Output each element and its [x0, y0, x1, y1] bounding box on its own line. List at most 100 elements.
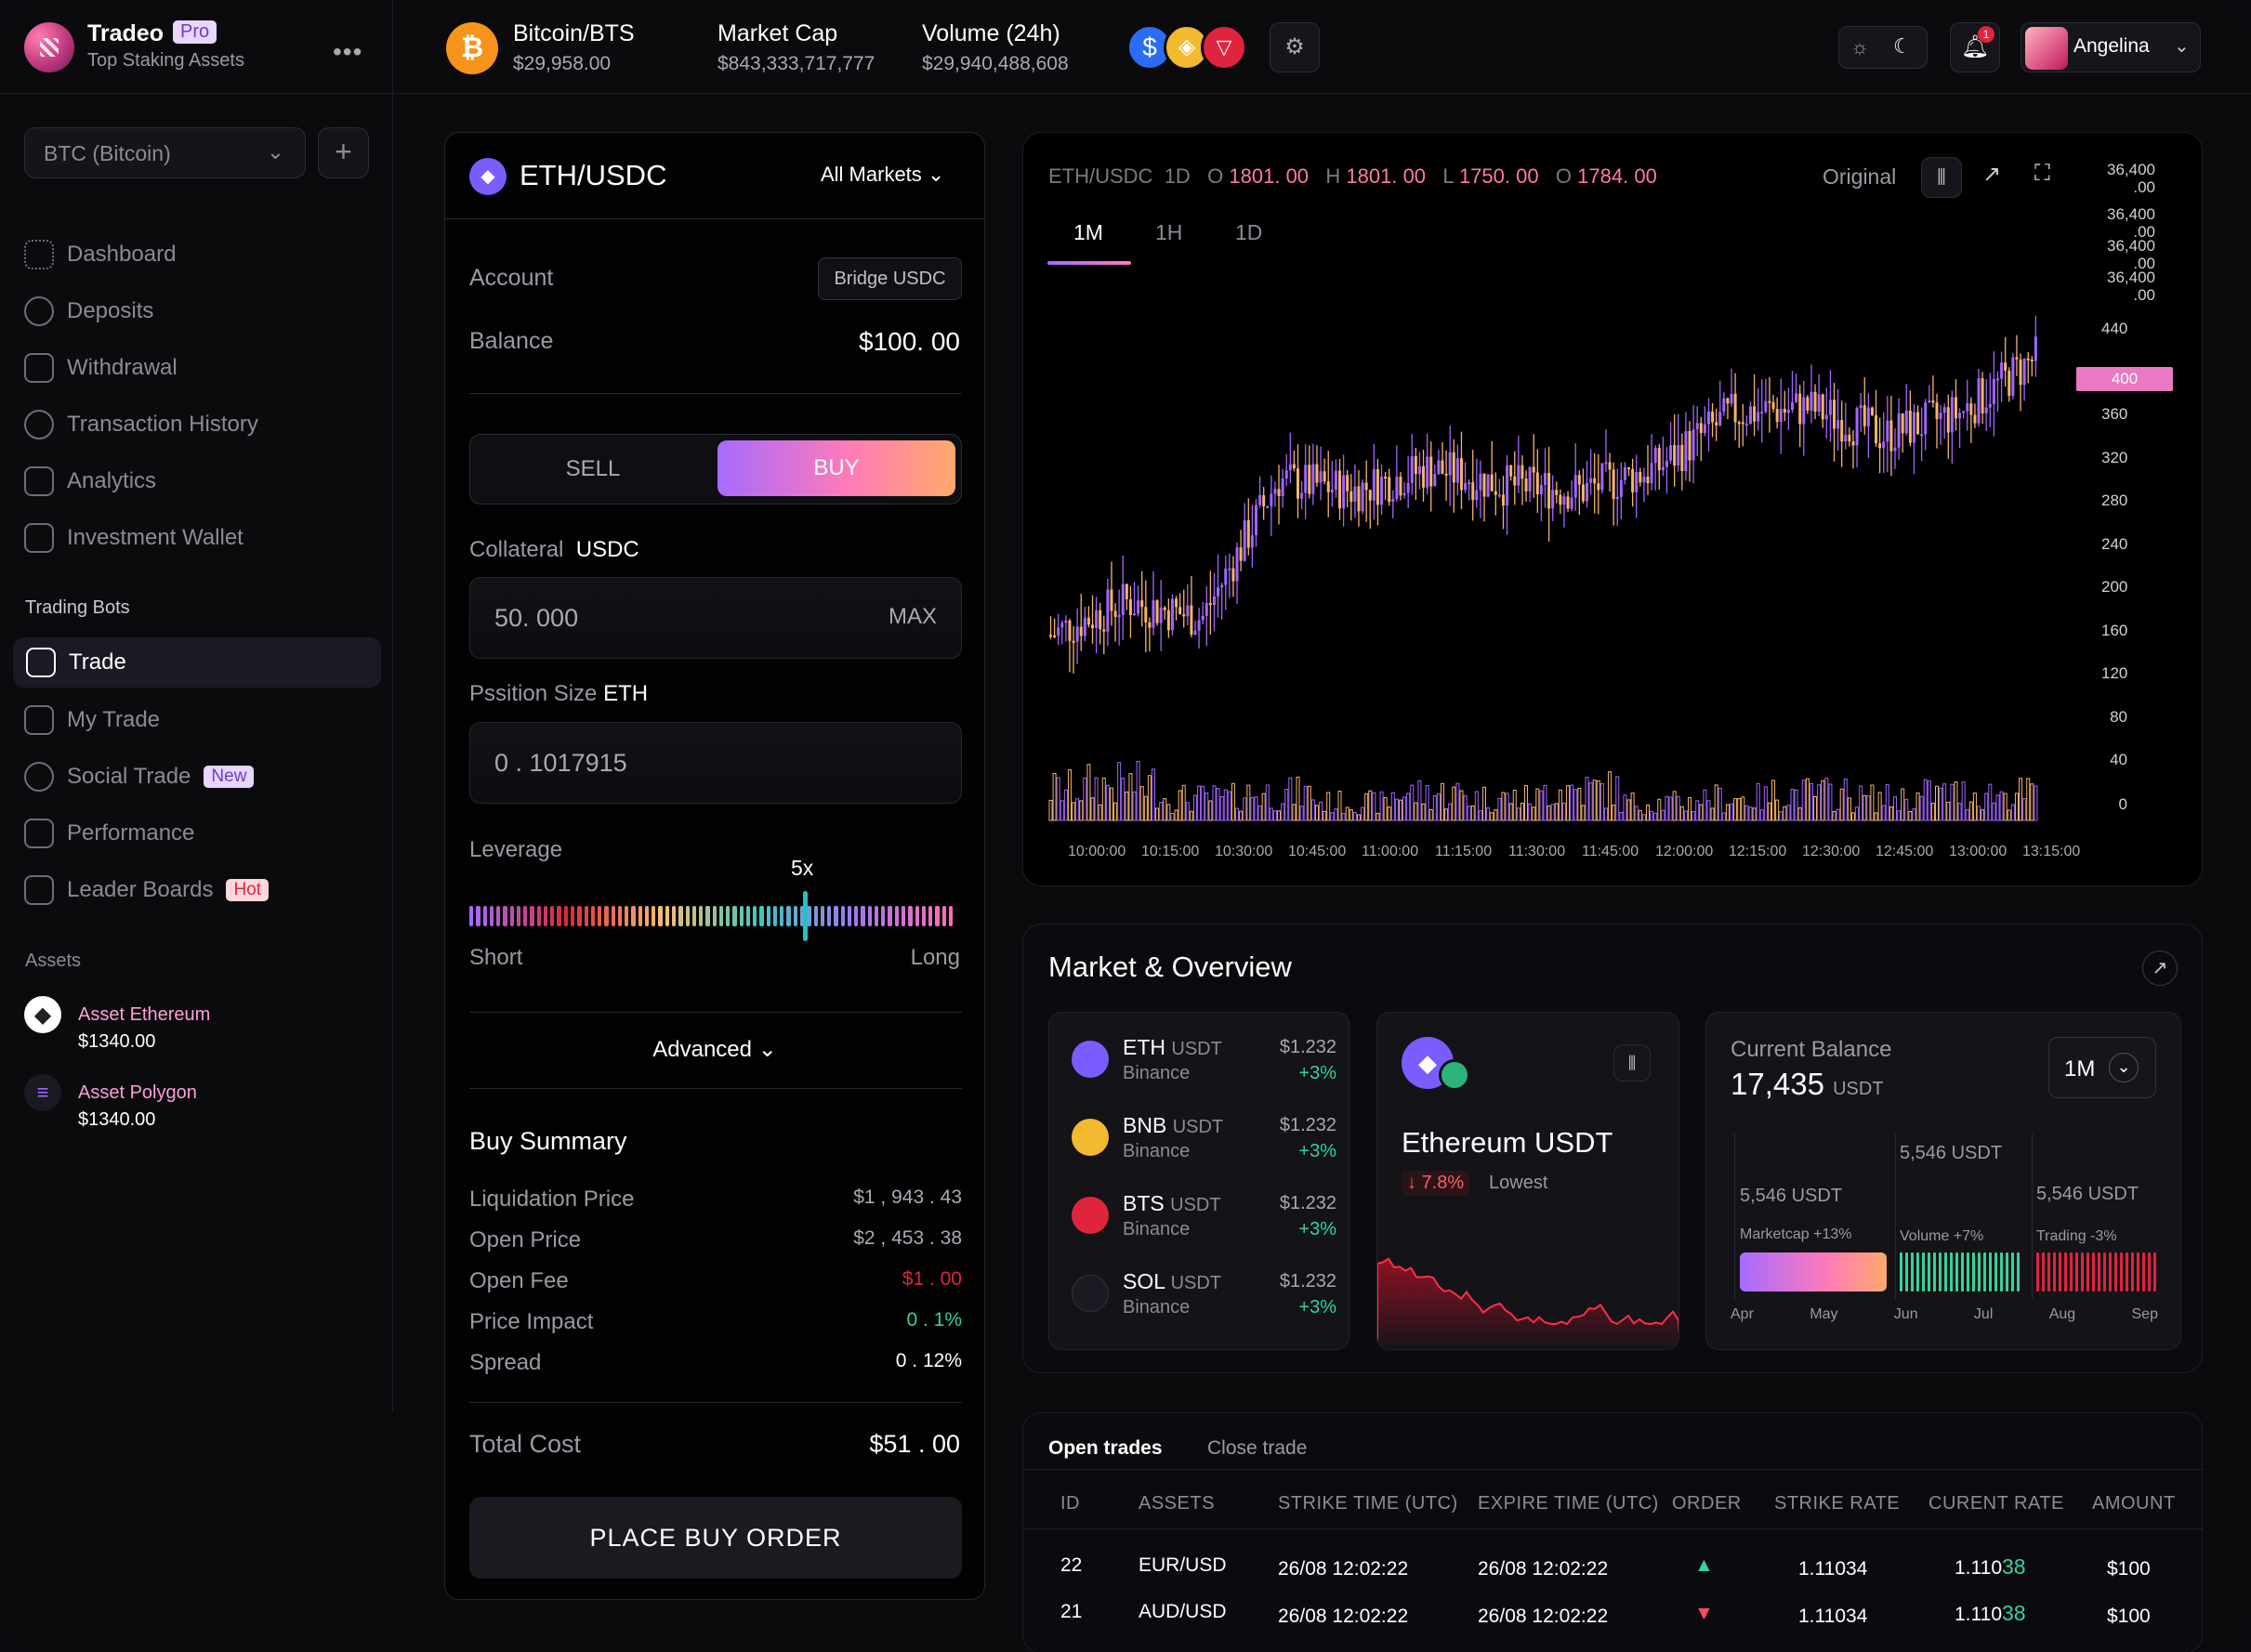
volume-bar [1299, 806, 1304, 821]
asset-select[interactable]: BTC (Bitcoin) ⌄ [24, 127, 306, 178]
add-asset-button[interactable]: + [318, 127, 369, 178]
candles-icon[interactable]: ⫼ [1613, 1044, 1651, 1082]
chart-mode[interactable]: Original [1823, 164, 1897, 189]
bell-icon[interactable]: 🔔︎ [1950, 22, 2000, 72]
line-chart-icon[interactable]: ↗ [1982, 162, 2002, 187]
tab-close-trade[interactable]: Close trade [1207, 1437, 1308, 1459]
leverage-segment [543, 906, 548, 926]
all-markets-dropdown[interactable]: All Markets ⌄ [821, 163, 944, 187]
tron-icon[interactable]: ▽ [1201, 24, 1247, 71]
volume-bar [1448, 803, 1453, 821]
tab-1h[interactable]: 1H [1155, 220, 1183, 244]
leverage-segment [908, 906, 913, 926]
leverage-segment [563, 906, 568, 926]
volume-bar [1653, 812, 1658, 821]
collateral-input[interactable]: 50. 000 MAX [469, 577, 962, 659]
position-size-input[interactable]: 0 . 1017915 [469, 722, 962, 804]
candle-body [1612, 469, 1615, 500]
col-assets[interactable]: ASSETS [1139, 1493, 1215, 1514]
user-menu[interactable]: Angelina ⌄ [2021, 22, 2201, 72]
leverage-segment [523, 906, 528, 926]
volume-bar [1094, 777, 1099, 821]
moon-icon[interactable]: ☾ [1893, 34, 1912, 58]
candle-body [2007, 371, 2011, 396]
asset-polygon[interactable]: ≡ Asset Polygon $1340.00 [24, 1074, 197, 1130]
candle-body [1197, 620, 1201, 631]
place-buy-order-button[interactable]: PLACE BUY ORDER [469, 1497, 962, 1579]
period-select[interactable]: 1M ⌄ [2048, 1037, 2156, 1098]
sun-icon[interactable]: ☼ [1850, 35, 1870, 59]
filter-settings-icon[interactable]: ⚙ [1270, 22, 1320, 72]
volume-bar [1387, 806, 1391, 821]
tab-1d[interactable]: 1D [1235, 220, 1263, 244]
leverage-slider[interactable] [469, 906, 954, 926]
change: +3% [1298, 1063, 1336, 1083]
nav-performance[interactable]: Performance [24, 819, 194, 848]
asset-ethereum[interactable]: ◆ Asset Ethereum $1340.00 [24, 996, 210, 1052]
leverage-segment [598, 906, 602, 926]
max-button[interactable]: MAX [888, 604, 937, 629]
candle-body [1102, 629, 1106, 632]
nav-leader-boards[interactable]: Leader Boards Hot [24, 875, 270, 905]
y-tick-label: 320 [2101, 449, 2128, 466]
market-overview-panel: Market & Overview ↗ ETH USDT Binance $1.23… [1022, 924, 2203, 1373]
candle-body [1669, 445, 1673, 461]
col-amount[interactable]: AMOUNT [2092, 1493, 2176, 1514]
nav-dashboard[interactable]: Dashboard [24, 240, 176, 269]
col-order[interactable]: ORDER [1672, 1493, 1742, 1514]
leverage-segment [503, 906, 507, 926]
volume-bar [1117, 762, 1122, 821]
nav-social-trade[interactable]: Social Trade New [24, 762, 255, 792]
nav-trade[interactable]: Trade [13, 637, 381, 688]
y-tick-label: 36,400 .00 [2107, 269, 2155, 304]
nav-withdrawal[interactable]: Withdrawal [24, 353, 178, 383]
col-strike-rate[interactable]: STRIKE RATE [1774, 1493, 1901, 1514]
nav-deposits[interactable]: Deposits [24, 296, 153, 326]
col-current-rate[interactable]: CURENT RATE [1928, 1493, 2064, 1514]
bar-stripe [2047, 1252, 2050, 1291]
volume-bar [1178, 790, 1182, 821]
col-expire-time[interactable]: EXPIRE TIME (UTC) [1478, 1493, 1659, 1514]
theme-toggle[interactable]: ☼ ☾ [1838, 26, 1928, 69]
leverage-segment [941, 906, 946, 926]
candle-body [1353, 486, 1357, 502]
volume-bar [1455, 782, 1460, 821]
nav-investment-wallet[interactable]: Investment Wallet [24, 523, 244, 553]
volume-bar [1539, 790, 1544, 821]
candle-body [1395, 477, 1399, 499]
price: $1.232 [1279, 1115, 1336, 1135]
nav-my-trade[interactable]: My Trade [24, 705, 160, 735]
marketcap-label: Marketcap +13% [1740, 1226, 1852, 1242]
nav-analytics[interactable]: Analytics [24, 466, 156, 496]
candle-body [1506, 465, 1509, 506]
candle-body [1836, 419, 1840, 429]
x-tick-label: 12:00:00 [1655, 844, 1714, 859]
volume-bar [1505, 793, 1509, 821]
month-label: Jun [1893, 1306, 1918, 1322]
col-strike-time[interactable]: STRIKE TIME (UTC) [1278, 1493, 1458, 1514]
candle-body [1806, 397, 1810, 411]
tab-open-trades[interactable]: Open trades [1048, 1437, 1163, 1459]
advanced-toggle[interactable]: Advanced ⌄ [445, 1036, 984, 1063]
nav-transaction-history[interactable]: Transaction History [24, 410, 258, 439]
candle-body [1597, 483, 1600, 491]
sell-tab[interactable]: SELL [565, 456, 621, 481]
volume-bar [1657, 798, 1662, 821]
more-menu-icon[interactable]: ••• [333, 37, 363, 66]
leverage-segment [718, 906, 724, 926]
leverage-segment [489, 906, 494, 926]
arrow-up-right-icon[interactable]: ↗ [2142, 951, 2178, 986]
buy-tab[interactable]: BUY [717, 440, 955, 496]
leverage-thumb[interactable] [802, 891, 808, 941]
volume-bar [1201, 785, 1205, 821]
tab-1m[interactable]: 1M [1073, 220, 1103, 244]
candle-body [1509, 465, 1513, 477]
candlestick-chart[interactable] [1023, 133, 2176, 858]
volume-bar [1132, 791, 1137, 821]
ethereum-card[interactable]: ◆ ⫼ Ethereum USDT ↓ 7.8% Lowest [1376, 1012, 1679, 1350]
fullscreen-icon[interactable]: ⛶ [2034, 161, 2050, 186]
leverage-segment [902, 906, 906, 926]
col-id[interactable]: ID [1060, 1493, 1080, 1514]
bridge-usdc-button[interactable]: Bridge USDC [818, 257, 962, 300]
candles-icon[interactable]: ⫼ [1921, 157, 1962, 198]
